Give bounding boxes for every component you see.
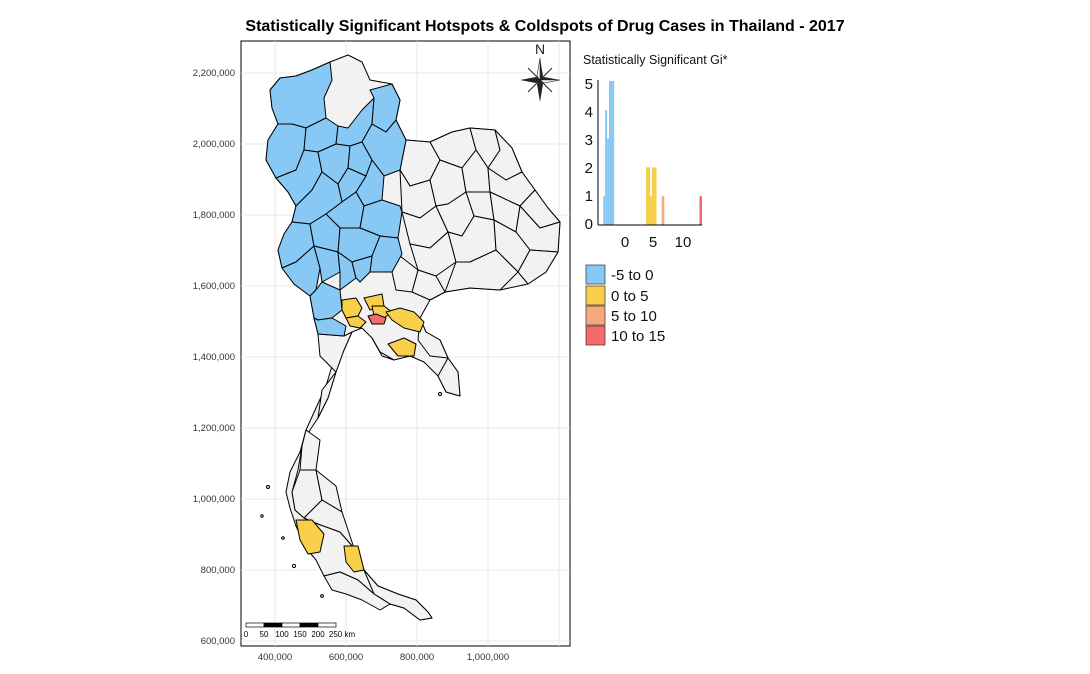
scale-label: 250 km [329, 630, 356, 639]
y-tick-label: 1,600,000 [193, 281, 235, 292]
compass-star-icon [520, 57, 561, 102]
thailand-map [260, 54, 561, 621]
x-tick-label: 600,000 [329, 652, 363, 663]
hotspot-provinces-10-15 [367, 313, 387, 325]
legend-item: 5 to 10 [585, 305, 657, 326]
north-arrow: N [520, 41, 561, 102]
histogram-x-axis: 0 5 10 [621, 234, 692, 251]
y-tick-label: 1,200,000 [193, 423, 235, 434]
legend-item: 10 to 15 [585, 325, 665, 346]
legend-swatch [585, 305, 606, 326]
x-tick-label: 400,000 [258, 652, 292, 663]
hist-x-tick: 0 [621, 234, 629, 251]
histogram-bar [646, 167, 650, 225]
islands [260, 392, 442, 598]
y-tick-label: 2,000,000 [193, 139, 235, 150]
legend-item: 0 to 5 [585, 285, 649, 306]
map-y-axis: 2,200,000 2,000,000 1,800,000 1,600,000 … [193, 68, 235, 647]
y-tick-label: 1,800,000 [193, 210, 235, 221]
hist-y-tick: 3 [585, 132, 593, 149]
scale-label: 0 [244, 630, 249, 639]
figure-title: Statistically Significant Hotspots & Col… [245, 18, 844, 35]
histogram-bar [607, 138, 609, 225]
legend-item: -5 to 0 [585, 264, 654, 285]
legend-swatch [585, 264, 606, 285]
scale-label: 150 [293, 630, 307, 639]
legend-label: 10 to 15 [611, 328, 665, 345]
legend-label: -5 to 0 [611, 267, 654, 284]
north-label: N [535, 41, 545, 57]
hotspot-provinces-0-5 [295, 293, 425, 573]
y-tick-label: 600,000 [201, 636, 235, 647]
histogram-bar [699, 196, 702, 225]
y-tick-label: 1,000,000 [193, 494, 235, 505]
hist-y-tick: 5 [585, 76, 593, 93]
legend-label: 0 to 5 [611, 288, 649, 305]
y-tick-label: 800,000 [201, 565, 235, 576]
scale-label: 50 [260, 630, 269, 639]
hist-y-tick: 2 [585, 160, 593, 177]
map-x-axis: 400,000 600,000 800,000 1,000,000 [258, 652, 509, 663]
hist-y-tick: 0 [585, 216, 593, 233]
histogram-bar [605, 109, 608, 225]
x-tick-label: 800,000 [400, 652, 434, 663]
hist-y-tick: 4 [585, 104, 593, 121]
hist-y-tick: 1 [585, 188, 593, 205]
y-tick-label: 2,200,000 [193, 68, 235, 79]
histogram-bar [661, 196, 665, 225]
southern-neutral-provinces [291, 429, 433, 621]
scale-label: 200 [311, 630, 325, 639]
histogram-y-axis: 5 4 3 2 1 0 [585, 76, 593, 233]
legend-swatch [585, 325, 606, 346]
histogram-bar [603, 196, 606, 225]
histogram-title: Statistically Significant Gi* [583, 53, 728, 67]
legend: -5 to 0 0 to 5 5 to 10 10 to 15 [585, 264, 665, 346]
histogram-bars [603, 81, 702, 225]
histogram-inset: Statistically Significant Gi* 5 4 3 2 1 … [583, 53, 728, 251]
x-tick-label: 1,000,000 [467, 652, 509, 663]
scale-label: 100 [275, 630, 289, 639]
y-tick-label: 1,400,000 [193, 352, 235, 363]
histogram-bar [650, 196, 652, 225]
scale-bar: 0 50 100 150 200 250 km [244, 622, 356, 639]
histogram-bar [609, 81, 615, 225]
map-panel: 2,200,000 2,000,000 1,800,000 1,600,000 … [193, 40, 571, 663]
histogram-bar [652, 167, 657, 225]
hist-x-tick: 5 [649, 234, 657, 251]
legend-swatch [585, 285, 606, 306]
legend-label: 5 to 10 [611, 308, 657, 325]
coldspot-provinces [265, 61, 407, 337]
hist-x-tick: 10 [675, 234, 692, 251]
central-neutral-provinces [317, 255, 461, 419]
